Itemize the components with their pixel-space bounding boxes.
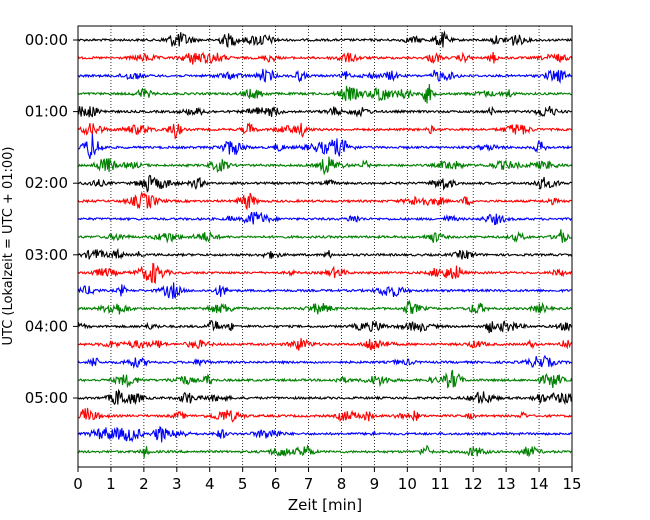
trace-0145 <box>77 156 573 176</box>
y-axis-label: UTC (Lokalzeit = UTC + 01:00) <box>1 147 16 346</box>
trace-0245 <box>77 229 573 244</box>
y-tick-label-0100: 01:00 <box>25 103 68 121</box>
trace-0015 <box>77 51 573 65</box>
x-tick-label-7: 7 <box>304 475 314 493</box>
x-tick-label-11: 11 <box>431 475 450 493</box>
y-tick-label-0000: 00:00 <box>25 31 68 49</box>
x-axis-ticks: 0 1 2 3 4 5 6 7 8 9 10 11 12 13 14 15 <box>73 467 582 493</box>
trace-0315 <box>77 262 573 285</box>
x-tick-label-5: 5 <box>238 475 248 493</box>
x-tick-label-0: 0 <box>73 475 83 493</box>
trace-0430 <box>77 354 573 370</box>
x-tick-label-14: 14 <box>530 475 549 493</box>
x-axis-label: Zeit [min] <box>288 496 362 514</box>
trace-0200 <box>77 174 573 193</box>
trace-0545 <box>77 444 573 459</box>
y-tick-label-0300: 03:00 <box>25 246 68 264</box>
trace-0045 <box>77 84 573 104</box>
x-tick-label-3: 3 <box>172 475 182 493</box>
x-tick-label-1: 1 <box>106 475 116 493</box>
x-tick-label-6: 6 <box>271 475 281 493</box>
x-tick-label-4: 4 <box>205 475 215 493</box>
y-tick-label-0400: 04:00 <box>25 317 68 335</box>
x-tick-label-9: 9 <box>370 475 380 493</box>
trace-0100 <box>77 105 573 118</box>
x-tick-label-8: 8 <box>337 475 347 493</box>
x-tick-label-2: 2 <box>139 475 149 493</box>
x-tick-label-10: 10 <box>398 475 417 493</box>
trace-0300 <box>77 247 573 260</box>
seismogram-traces <box>77 30 573 459</box>
trace-0415 <box>77 337 573 351</box>
trace-0215 <box>77 190 573 211</box>
x-tick-label-13: 13 <box>497 475 516 493</box>
trace-0130 <box>77 134 573 159</box>
trace-0345 <box>77 299 573 315</box>
trace-0445 <box>77 369 573 389</box>
trace-0500 <box>77 388 573 406</box>
trace-0330 <box>77 282 573 300</box>
trace-0530 <box>77 425 573 443</box>
y-tick-label-0500: 05:00 <box>25 389 68 407</box>
x-tick-label-15: 15 <box>562 475 581 493</box>
x-tick-label-12: 12 <box>464 475 483 493</box>
y-tick-label-0200: 02:00 <box>25 174 68 192</box>
y-axis-ticks: 00:00 01:00 02:00 03:00 04:00 05:00 <box>25 31 78 407</box>
plot-frame <box>77 25 573 468</box>
trace-0230 <box>77 211 573 225</box>
trace-0515 <box>77 407 573 423</box>
trace-0030 <box>77 68 573 84</box>
trace-0000 <box>77 30 573 48</box>
trace-0400 <box>77 320 573 334</box>
trace-0115 <box>77 122 573 140</box>
